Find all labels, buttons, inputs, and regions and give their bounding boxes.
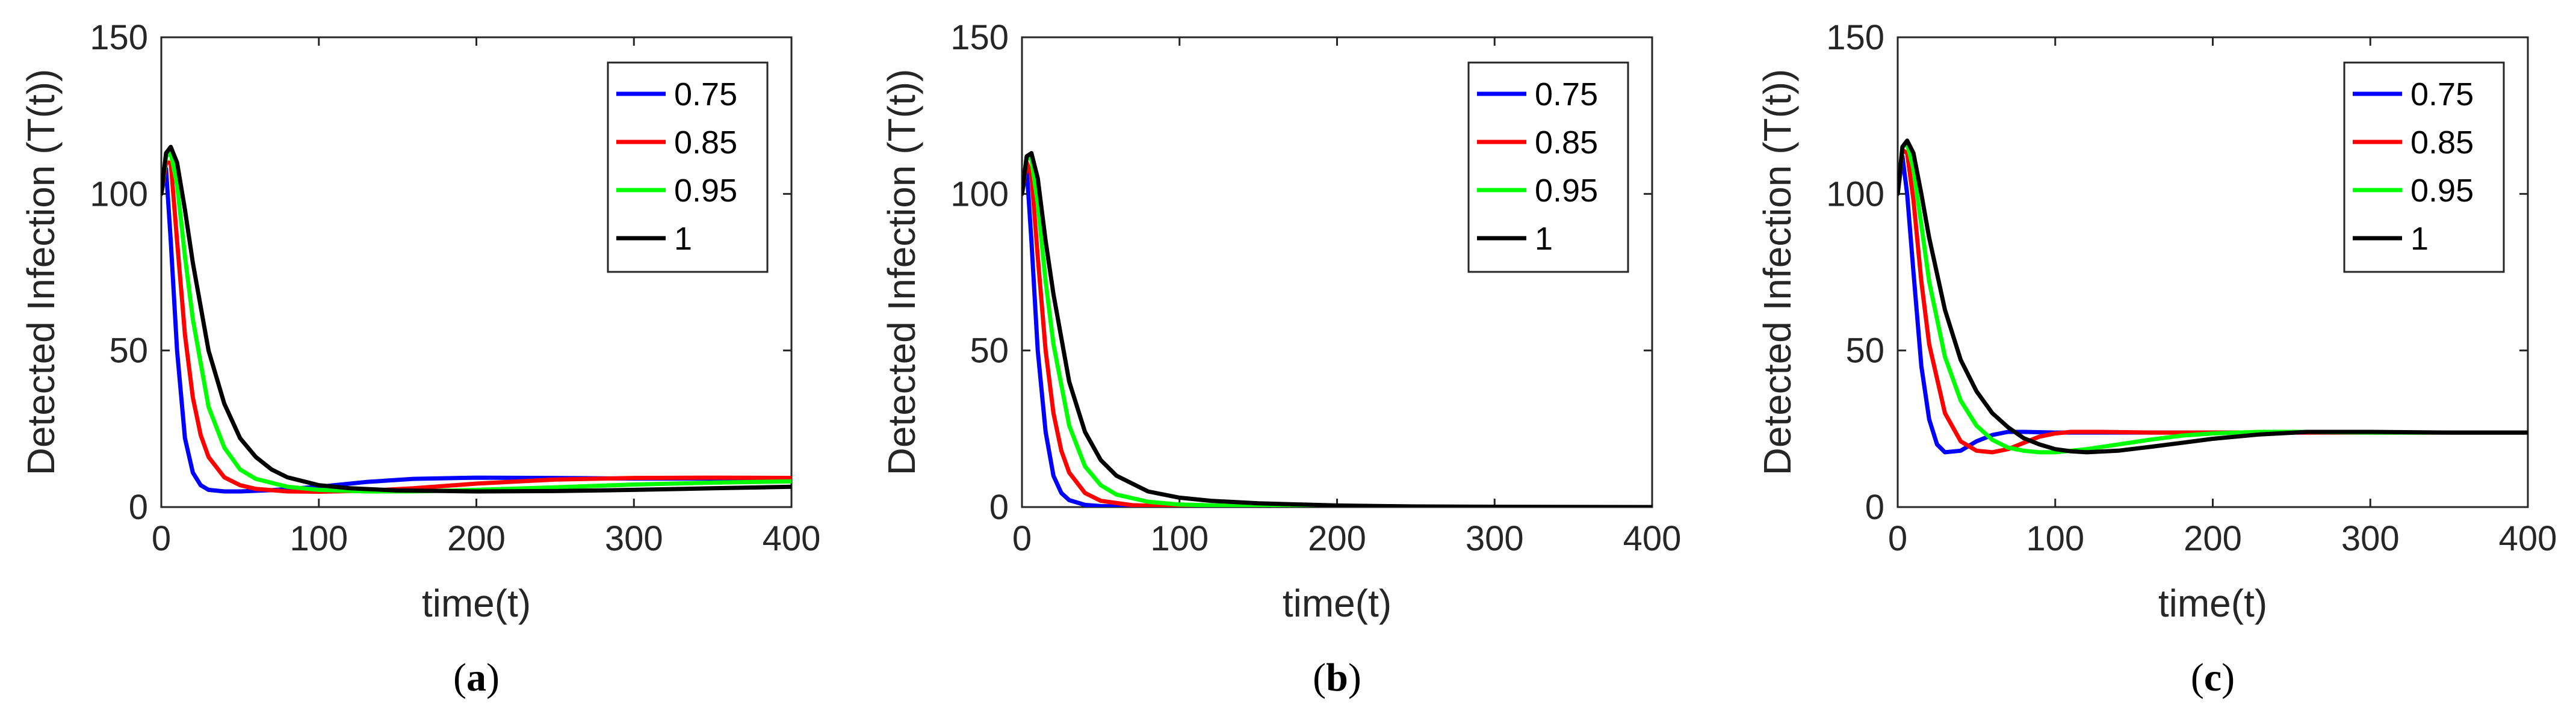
- series-line-1: [1898, 138, 2528, 455]
- panel-caption: (a): [453, 656, 500, 700]
- legend-label-1: 1: [1535, 221, 1553, 257]
- x-tick-label: 0: [1888, 519, 1907, 558]
- y-axis-label: Detected Infection (T(t)): [880, 69, 923, 476]
- legend: 0.75 0.85 0.95 1: [1467, 61, 1629, 273]
- panel-caption: (c): [2191, 656, 2235, 700]
- chart-panel-b: 0 100 200 300 400 0 50 100 150 time(t) Detected In…: [880, 18, 1681, 700]
- x-tick-label: 200: [2184, 519, 2242, 558]
- legend-label-0.75: 0.75: [1535, 76, 1598, 112]
- legend-label-1: 1: [674, 221, 692, 257]
- x-axis-label: time(t): [1283, 582, 1392, 625]
- y-axis-label: Detected Infection (T(t)): [19, 69, 63, 476]
- legend-label-0.85: 0.85: [674, 125, 737, 161]
- x-tick-label: 100: [2026, 519, 2084, 558]
- legend: 0.75 0.85 0.95 1: [2343, 61, 2505, 273]
- y-tick-label: 100: [90, 174, 148, 214]
- series-line-1: [161, 144, 791, 494]
- x-tick-label: 300: [2341, 519, 2400, 558]
- x-tick-label: 400: [763, 519, 821, 558]
- chart-panel-a: 0 100 200 300 400 0 50 100 150 time(t) Detected In…: [19, 18, 820, 700]
- x-tick-label: 200: [1308, 519, 1366, 558]
- x-tick-label: 400: [2499, 519, 2557, 558]
- series-group: [161, 144, 791, 494]
- x-axis-label: time(t): [422, 582, 531, 625]
- y-tick-label: 50: [1845, 331, 1884, 371]
- series-line-0.85: [161, 160, 791, 494]
- y-tick-label: 0: [1865, 488, 1884, 527]
- legend-label-0.75: 0.75: [2410, 76, 2474, 112]
- x-tick-label: 100: [1150, 519, 1209, 558]
- series-line-0.95: [161, 151, 791, 494]
- y-tick-label: 50: [109, 331, 148, 371]
- series-line-0.85: [1898, 147, 2528, 455]
- panel-caption: (b): [1313, 656, 1361, 700]
- y-tick-label: 100: [950, 174, 1009, 214]
- x-tick-label: 300: [1466, 519, 1524, 558]
- y-tick-label: 150: [950, 18, 1009, 57]
- x-axis-label: time(t): [2158, 582, 2267, 625]
- y-axis-label: Detected Infection (T(t)): [1756, 69, 1799, 476]
- x-tick-label: 300: [605, 519, 663, 558]
- series-line-0.95: [1898, 141, 2528, 455]
- x-tick-label: 400: [1623, 519, 1682, 558]
- x-tick-label: 0: [152, 519, 171, 558]
- y-tick-label: 0: [989, 488, 1009, 527]
- legend-label-0.95: 0.95: [674, 173, 737, 209]
- legend: 0.75 0.85 0.95 1: [607, 61, 769, 273]
- x-tick-label: 200: [447, 519, 506, 558]
- x-tick-label: 0: [1012, 519, 1032, 558]
- series-group: [1898, 138, 2528, 455]
- chart-panel-c: 0 100 200 300 400 0 50 100 150 time(t) Detected In…: [1756, 18, 2557, 700]
- legend-label-0.75: 0.75: [674, 76, 737, 112]
- legend-label-1: 1: [2410, 221, 2429, 257]
- legend-label-0.95: 0.95: [1535, 173, 1598, 209]
- series-group: [1022, 151, 1652, 507]
- y-tick-label: 150: [90, 18, 148, 57]
- y-tick-label: 0: [129, 488, 148, 527]
- legend-label-0.85: 0.85: [2410, 125, 2474, 161]
- series-line-0.95: [1022, 154, 1652, 507]
- y-tick-label: 150: [1826, 18, 1884, 57]
- legend-label-0.95: 0.95: [2410, 173, 2474, 209]
- y-tick-label: 50: [970, 331, 1009, 371]
- x-tick-label: 100: [289, 519, 348, 558]
- legend-label-0.85: 0.85: [1535, 125, 1598, 161]
- series-line-1: [1022, 151, 1652, 507]
- y-tick-label: 100: [1826, 174, 1884, 214]
